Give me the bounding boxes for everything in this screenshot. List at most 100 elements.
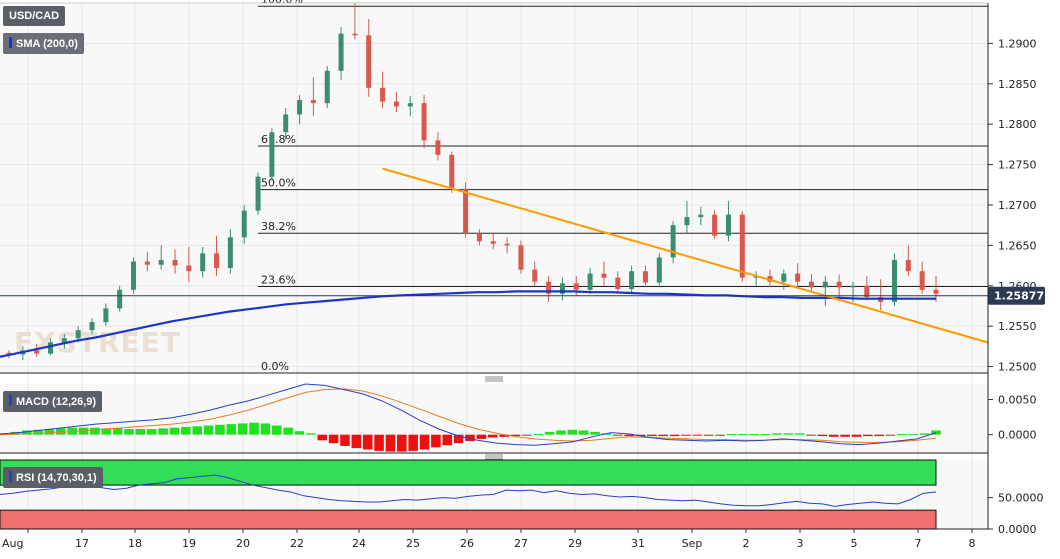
candle-body — [117, 289, 123, 309]
candle-body — [324, 70, 330, 104]
candle-body — [656, 257, 662, 283]
candle-body — [864, 285, 870, 298]
macd-histogram-bar — [783, 433, 794, 435]
rsi-indicator-label[interactable]: RSI (14,70,30,1) — [3, 467, 103, 488]
macd-histogram-bar — [863, 434, 873, 437]
macd-histogram-bar — [192, 426, 202, 435]
macd-histogram-bar — [612, 434, 623, 436]
rsi-label-text: RSI (14,70,30,1) — [16, 472, 97, 484]
macd-histogram-bar — [101, 428, 112, 435]
macd-histogram-bar — [351, 434, 362, 449]
candle-body — [103, 308, 109, 323]
watermark: FXSTREET — [14, 326, 181, 359]
macd-histogram-bar — [442, 434, 453, 446]
candle-body — [725, 214, 731, 236]
macd-histogram-bar — [431, 434, 441, 448]
macd-histogram-bar — [885, 434, 896, 436]
macd-histogram-bar — [647, 434, 657, 437]
candle-body — [131, 261, 137, 290]
price-tick-label: 1.2550 — [998, 320, 1037, 333]
macd-histogram-bar — [510, 434, 521, 437]
candle-body — [532, 269, 538, 282]
macd-histogram-bar — [90, 427, 100, 435]
candle-body — [435, 140, 441, 155]
macd-histogram-bar — [567, 429, 578, 435]
macd-histogram-bar — [283, 427, 293, 435]
candle-body — [629, 271, 635, 289]
candle-body — [463, 188, 469, 234]
sma-indicator-label[interactable]: SMA (200,0) — [3, 33, 84, 54]
candle-body — [89, 322, 95, 331]
date-tick-label: 27 — [514, 537, 528, 550]
macd-histogram-bar — [465, 434, 475, 442]
macd-histogram-bar — [931, 430, 941, 435]
candle-body — [808, 281, 814, 288]
main-panel-bg — [0, 3, 988, 373]
macd-histogram-bar — [408, 434, 418, 451]
macd-histogram-bar — [124, 429, 134, 435]
macd-histogram-bar — [203, 425, 214, 435]
rsi-overbought-zone — [0, 459, 937, 486]
macd-histogram-bar — [715, 434, 725, 436]
macd-histogram-bar — [374, 434, 384, 451]
macd-histogram-bar — [908, 433, 919, 435]
candle-body — [615, 277, 621, 289]
macd-tick-label: 0.0000 — [998, 429, 1037, 442]
macd-histogram-bar — [658, 434, 668, 437]
candle-body — [144, 261, 150, 265]
candle-body — [933, 289, 939, 294]
candle-body — [684, 217, 690, 226]
candle-body — [601, 273, 607, 278]
macd-histogram-bar — [112, 428, 123, 435]
macd-resize-grip — [485, 454, 503, 460]
candle-body — [172, 259, 178, 266]
macd-histogram-bar — [772, 433, 782, 435]
macd-histogram-bar — [158, 428, 168, 435]
candle-body — [559, 283, 565, 294]
date-tick-label: 7 — [915, 537, 922, 550]
current-price-label: 1.25877 — [994, 290, 1044, 303]
candle-body — [850, 285, 856, 288]
rsi-tick-label: 50.0000 — [998, 492, 1044, 505]
date-tick-label: 5 — [851, 537, 858, 550]
macd-histogram-bar — [624, 434, 634, 437]
candle-body — [421, 103, 427, 141]
sma-color-marker — [9, 37, 12, 48]
macd-histogram-bar — [169, 427, 180, 435]
sma-200-line — [0, 290, 936, 358]
macd-histogram-bar — [828, 434, 839, 437]
macd-line — [0, 383, 937, 446]
date-tick-label: 25 — [406, 537, 420, 550]
candle-body — [546, 281, 552, 294]
fibonacci-level-label: 38.2% — [261, 220, 296, 233]
candle-body — [227, 237, 233, 268]
macd-histogram-bar — [397, 434, 407, 452]
candle-body — [241, 210, 247, 238]
candle-body — [393, 101, 399, 107]
macd-histogram-bar — [738, 433, 748, 435]
macd-histogram-bar — [760, 433, 771, 435]
macd-histogram-bar — [306, 433, 316, 435]
macd-histogram-bar — [851, 434, 862, 437]
macd-color-marker — [9, 395, 12, 406]
candle-body — [476, 233, 482, 242]
candle-body — [642, 271, 648, 283]
resistance-trendline — [382, 167, 989, 344]
macd-indicator-label[interactable]: MACD (12,26,9) — [3, 391, 103, 412]
macd-histogram-bar — [385, 434, 396, 452]
macd-histogram-bar — [476, 434, 487, 439]
macd-histogram-bar — [328, 434, 339, 444]
current-price-tag — [988, 286, 1045, 305]
macd-histogram-bar — [590, 431, 600, 435]
date-tick-label: 24 — [352, 537, 366, 550]
rsi-line — [0, 474, 937, 507]
candle-body — [407, 103, 413, 107]
price-tick-label: 1.2850 — [998, 78, 1037, 91]
macd-histogram-bar — [578, 430, 589, 435]
symbol-label[interactable]: USD/CAD — [3, 6, 66, 26]
macd-histogram-bar — [362, 434, 373, 450]
candle-body — [795, 273, 801, 282]
candle-body — [48, 342, 54, 354]
macd-histogram-bar — [453, 434, 464, 444]
